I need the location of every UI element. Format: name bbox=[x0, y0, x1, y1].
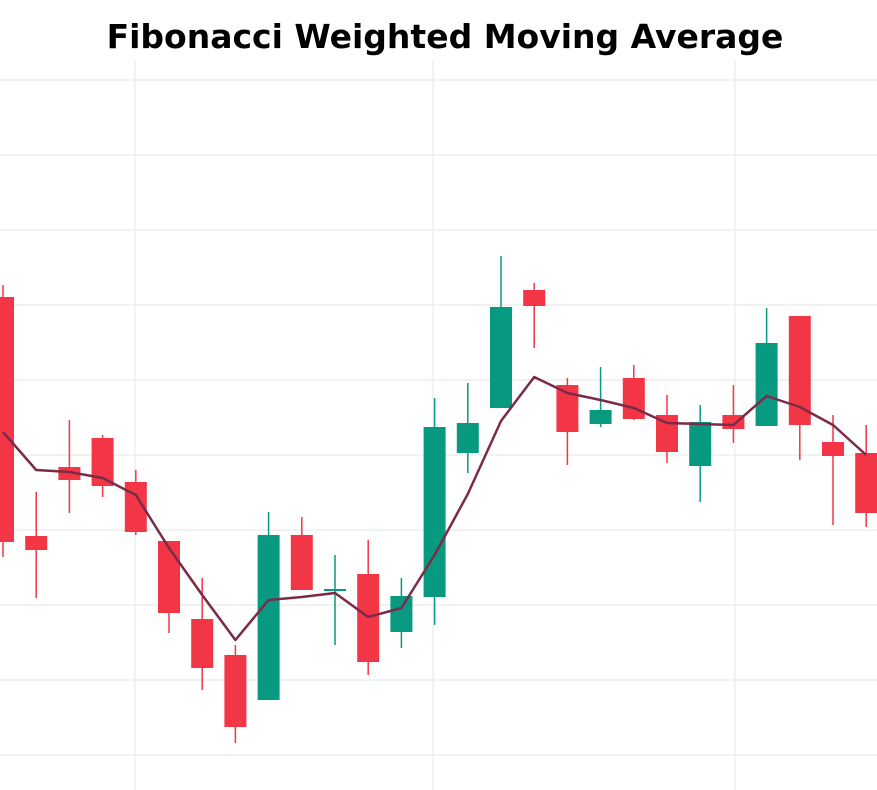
candle-body bbox=[855, 453, 877, 513]
candle-body bbox=[290, 535, 313, 590]
candle-body bbox=[689, 422, 712, 466]
candle-body bbox=[589, 410, 612, 424]
candle-body bbox=[523, 290, 546, 306]
candle-body bbox=[622, 378, 645, 419]
candle-body bbox=[456, 423, 479, 453]
fwma-line bbox=[2, 375, 868, 642]
candle-body bbox=[124, 482, 147, 532]
candle-body bbox=[423, 427, 446, 597]
candle-body bbox=[257, 535, 280, 700]
candle-body bbox=[788, 316, 811, 425]
candle-body bbox=[556, 385, 579, 432]
candle-body bbox=[0, 297, 14, 542]
candle-body bbox=[224, 655, 247, 727]
candle-body bbox=[25, 536, 48, 550]
candle-body bbox=[390, 596, 413, 632]
candle-body bbox=[58, 467, 81, 480]
candle-body bbox=[91, 438, 114, 486]
candle-body bbox=[324, 589, 346, 591]
chart-title: Fibonacci Weighted Moving Average bbox=[107, 17, 784, 56]
candle-body bbox=[158, 541, 180, 613]
candle-body bbox=[490, 307, 512, 408]
candle-body bbox=[822, 442, 844, 456]
candle-body bbox=[191, 619, 214, 668]
candle-body bbox=[755, 343, 778, 426]
